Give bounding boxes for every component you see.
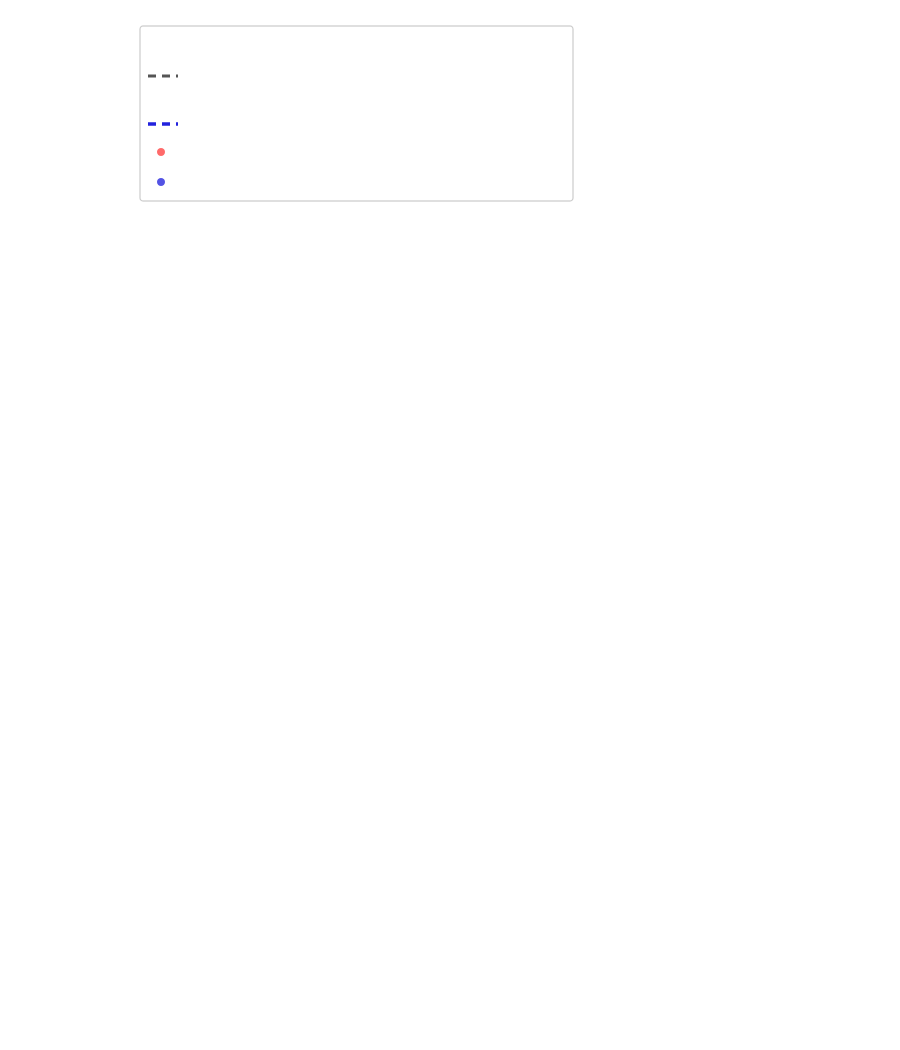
legend-marker-raw-dot — [157, 148, 165, 156]
legend-background — [139, 25, 574, 202]
legend-marker-corrected-dot — [157, 178, 165, 186]
legend[interactable] — [139, 25, 574, 202]
